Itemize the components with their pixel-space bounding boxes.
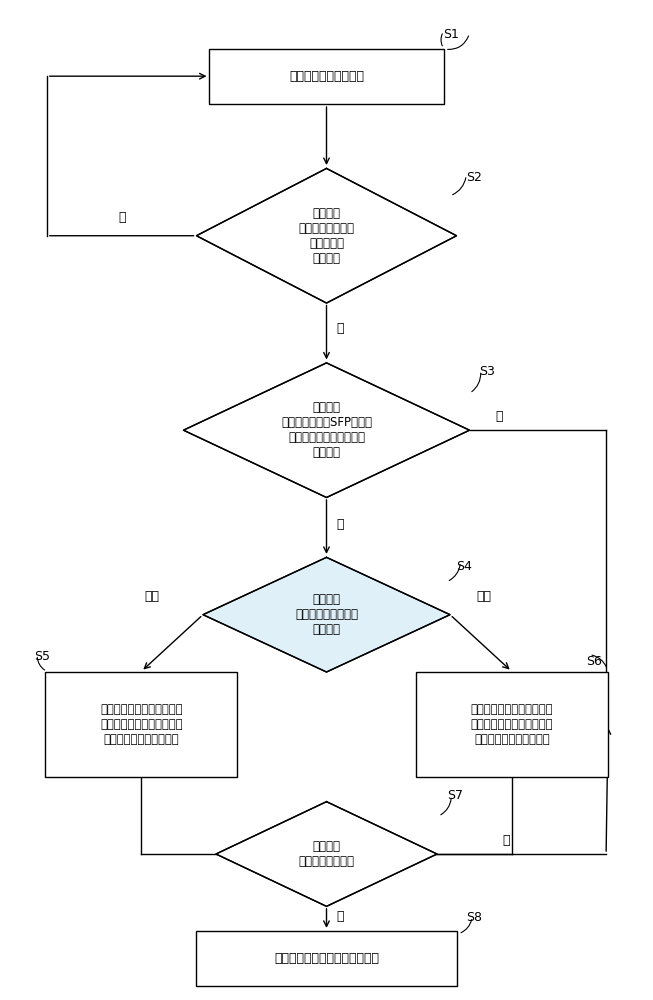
Polygon shape	[183, 363, 470, 498]
FancyBboxPatch shape	[210, 49, 443, 104]
Text: 否: 否	[502, 834, 509, 847]
Text: 是: 是	[336, 910, 343, 923]
Text: 检测模块
判断收光指示信号
是否由无光
变为有光: 检测模块 判断收光指示信号 是否由无光 变为有光	[298, 207, 355, 265]
Text: 控制模块
对所获取的速率信息
进行判断: 控制模块 对所获取的速率信息 进行判断	[295, 593, 358, 636]
Text: 百兆: 百兆	[144, 590, 159, 603]
FancyBboxPatch shape	[197, 931, 456, 986]
Text: S2: S2	[466, 171, 482, 184]
Text: S8: S8	[466, 911, 483, 924]
Text: 否: 否	[118, 211, 126, 224]
Polygon shape	[197, 168, 456, 303]
FancyBboxPatch shape	[45, 672, 237, 777]
Text: S1: S1	[443, 28, 460, 41]
Text: S5: S5	[34, 650, 50, 663]
Polygon shape	[203, 557, 450, 672]
Text: 以千兆速率为适配的初始速
率，对以太网交换模块中的
有光端口进行自适应配置: 以千兆速率为适配的初始速 率，对以太网交换模块中的 有光端口进行自适应配置	[471, 703, 553, 746]
Text: 以百兆速率为适配的初始速
率，对以太网交换模块中的
有光端口进行自适应配置: 以百兆速率为适配的初始速 率，对以太网交换模块中的 有光端口进行自适应配置	[100, 703, 182, 746]
Text: S7: S7	[447, 789, 463, 802]
Text: 是: 是	[336, 322, 343, 335]
Text: 千兆: 千兆	[476, 590, 491, 603]
Text: 控制模块
向检测模块获取SFP光模块
的速率信息，并判断获取
是否成功: 控制模块 向检测模块获取SFP光模块 的速率信息，并判断获取 是否成功	[281, 401, 372, 459]
FancyBboxPatch shape	[416, 672, 608, 777]
Text: 保持当前配置，并进行数据转发: 保持当前配置，并进行数据转发	[274, 952, 379, 965]
Text: S6: S6	[586, 655, 603, 668]
Text: 控制模块进入空闲状态: 控制模块进入空闲状态	[289, 70, 364, 83]
Text: 检测模块
判断连接是否成功: 检测模块 判断连接是否成功	[298, 840, 355, 868]
Text: 是: 是	[336, 518, 343, 531]
Polygon shape	[216, 802, 437, 906]
Text: S4: S4	[456, 560, 472, 573]
Text: S3: S3	[479, 365, 495, 378]
Text: 否: 否	[496, 410, 503, 423]
